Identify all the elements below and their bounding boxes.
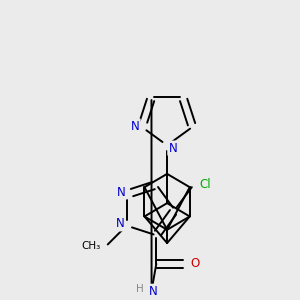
Text: Cl: Cl xyxy=(200,178,211,191)
Text: N: N xyxy=(116,217,124,230)
Text: CH₃: CH₃ xyxy=(81,241,100,251)
Text: O: O xyxy=(190,257,200,270)
Text: N: N xyxy=(116,186,125,199)
Text: N: N xyxy=(149,285,158,298)
Text: H: H xyxy=(136,284,144,293)
Text: N: N xyxy=(168,142,177,155)
Text: N: N xyxy=(131,119,140,133)
